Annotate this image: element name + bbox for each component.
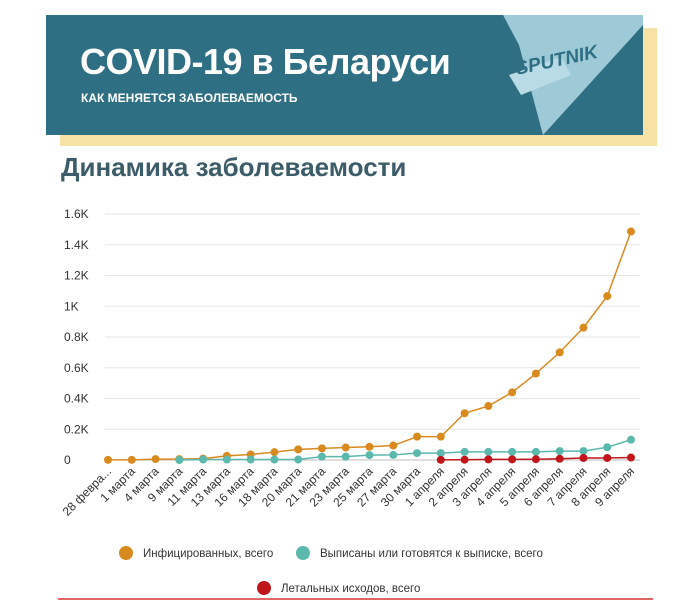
data-point xyxy=(199,455,208,464)
data-point xyxy=(246,455,255,464)
data-point xyxy=(175,456,184,464)
data-point xyxy=(436,432,445,441)
header-banner: COVID-19 в Беларуси КАК МЕНЯЕТСЯ ЗАБОЛЕВ… xyxy=(46,15,643,135)
data-point xyxy=(484,455,493,464)
data-point xyxy=(294,445,303,454)
y-tick-label: 1K xyxy=(64,299,79,313)
data-point xyxy=(413,432,422,441)
footer-divider xyxy=(58,598,653,600)
data-point xyxy=(151,455,160,464)
sputnik-logo-shape xyxy=(503,15,643,135)
data-point xyxy=(460,455,469,464)
data-point xyxy=(555,348,564,357)
y-tick-label: 1.4K xyxy=(64,238,89,252)
data-point xyxy=(413,449,422,458)
data-point xyxy=(460,447,469,456)
data-point xyxy=(579,454,588,463)
data-point xyxy=(341,452,350,461)
data-point xyxy=(270,455,279,464)
data-point xyxy=(389,441,398,450)
legend-label: Летальных исходов, всего xyxy=(281,583,420,595)
data-point xyxy=(531,447,540,456)
legend-marker xyxy=(296,546,310,560)
y-tick-label: 0.4K xyxy=(64,392,89,406)
y-tick-label: 0.6K xyxy=(64,361,89,375)
data-point xyxy=(555,447,564,456)
series-line xyxy=(108,231,632,461)
data-point xyxy=(365,442,374,451)
data-point xyxy=(627,453,635,462)
data-point xyxy=(127,455,136,464)
data-point xyxy=(484,447,493,456)
y-tick-label: 0 xyxy=(64,453,71,467)
data-point xyxy=(436,449,445,458)
y-tick-label: 1.2K xyxy=(64,269,89,283)
data-point xyxy=(531,455,540,464)
header-title: COVID-19 в Беларуси xyxy=(80,41,451,82)
chart-title: Динамика заболеваемости xyxy=(61,152,407,182)
data-point xyxy=(603,454,612,463)
data-point xyxy=(365,451,374,460)
legend-label: Выписаны или готовятся к выписке, всего xyxy=(320,548,543,560)
y-tick-label: 0.8K xyxy=(64,330,89,344)
data-point xyxy=(603,443,612,452)
data-point xyxy=(389,450,398,459)
data-point xyxy=(222,455,231,464)
header-subtitle: КАК МЕНЯЕТСЯ ЗАБОЛЕВАЕМОСТЬ xyxy=(81,91,298,105)
data-point xyxy=(508,447,517,456)
data-point xyxy=(508,388,517,397)
data-point xyxy=(341,443,350,452)
data-point xyxy=(627,435,635,444)
data-point xyxy=(555,454,564,463)
y-tick-label: 1.6K xyxy=(64,207,89,221)
data-point xyxy=(294,455,303,464)
data-point xyxy=(317,452,326,461)
data-point xyxy=(579,447,588,456)
data-point xyxy=(104,455,112,464)
data-point xyxy=(603,292,612,301)
legend-label: Инфицированных, всего xyxy=(143,548,273,560)
legend-marker xyxy=(257,581,271,595)
data-point xyxy=(460,409,469,418)
y-tick-label: 0.2K xyxy=(64,422,89,436)
data-point xyxy=(531,369,540,378)
data-point xyxy=(627,227,635,236)
data-point xyxy=(484,402,493,411)
data-point xyxy=(436,455,445,464)
data-point xyxy=(579,323,588,332)
data-point xyxy=(508,455,517,464)
legend-marker xyxy=(119,546,133,560)
data-point xyxy=(270,448,279,457)
data-point xyxy=(317,444,326,453)
